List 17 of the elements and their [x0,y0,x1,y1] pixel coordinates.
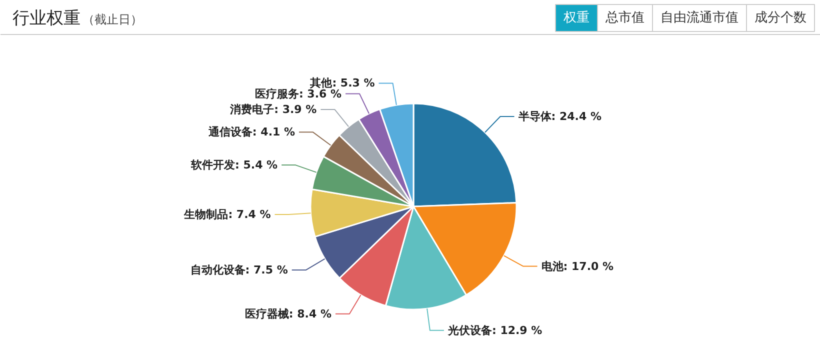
text: 权重 [562,10,590,26]
slice-label: 消费电子: 3.9 % [229,102,317,116]
slice-label: 电池: 17.0 % [541,260,614,273]
text: 行业权重 [12,8,80,28]
slice-label: 自动化设备: 7.5 % [190,264,288,277]
text: 总市值 [604,10,644,26]
slice-label: 生物制品: 7.4 % [183,208,271,222]
slice-label: 通信设备: 4.1 % [207,126,296,139]
chart-subtitle: （截止日） [82,12,142,26]
slice-label: 医疗服务: 3.6 % [254,87,342,100]
text: 成分个数 [754,10,806,26]
slice-label: 医疗器械: 8.4 % [244,307,332,320]
slice-label: 软件开发: 5.4 % [190,158,278,172]
text: 自由流通市值 [660,10,738,26]
slice-label: 半导体: 24.4 % [517,110,602,124]
slice-label: 光伏设备: 12.9 % [446,324,542,337]
slice-label: 其他: 5.3 % [309,76,375,90]
